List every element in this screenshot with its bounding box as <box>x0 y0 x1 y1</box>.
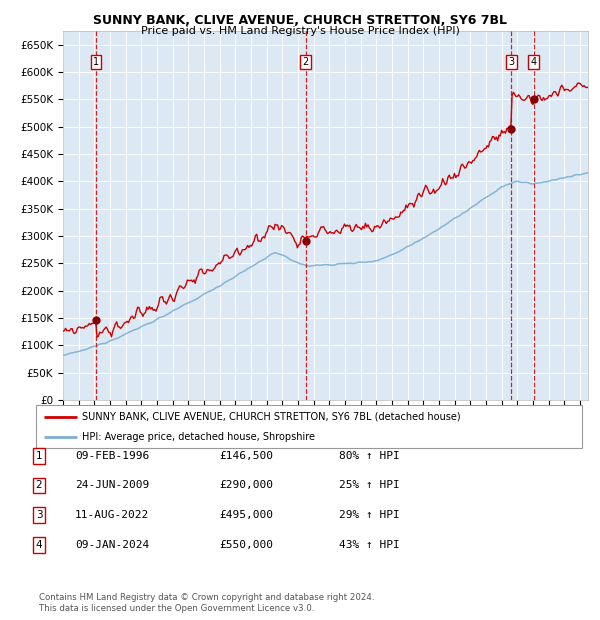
Text: 11-AUG-2022: 11-AUG-2022 <box>75 510 149 520</box>
Text: SUNNY BANK, CLIVE AVENUE, CHURCH STRETTON, SY6 7BL (detached house): SUNNY BANK, CLIVE AVENUE, CHURCH STRETTO… <box>82 412 461 422</box>
FancyBboxPatch shape <box>36 405 582 448</box>
Text: 1: 1 <box>93 58 99 68</box>
Text: £495,000: £495,000 <box>219 510 273 520</box>
Text: 4: 4 <box>530 58 536 68</box>
Text: 25% ↑ HPI: 25% ↑ HPI <box>339 480 400 490</box>
Text: Contains HM Land Registry data © Crown copyright and database right 2024.
This d: Contains HM Land Registry data © Crown c… <box>39 593 374 613</box>
Text: 4: 4 <box>35 540 43 550</box>
Text: 3: 3 <box>35 510 43 520</box>
Text: 24-JUN-2009: 24-JUN-2009 <box>75 480 149 490</box>
Text: 3: 3 <box>508 58 514 68</box>
Text: £290,000: £290,000 <box>219 480 273 490</box>
Text: 43% ↑ HPI: 43% ↑ HPI <box>339 540 400 550</box>
Text: 2: 2 <box>302 58 309 68</box>
Text: 1: 1 <box>35 451 43 461</box>
Text: Price paid vs. HM Land Registry's House Price Index (HPI): Price paid vs. HM Land Registry's House … <box>140 26 460 36</box>
Text: SUNNY BANK, CLIVE AVENUE, CHURCH STRETTON, SY6 7BL: SUNNY BANK, CLIVE AVENUE, CHURCH STRETTO… <box>93 14 507 27</box>
Text: 29% ↑ HPI: 29% ↑ HPI <box>339 510 400 520</box>
Text: 09-FEB-1996: 09-FEB-1996 <box>75 451 149 461</box>
Text: £146,500: £146,500 <box>219 451 273 461</box>
Text: 2: 2 <box>35 480 43 490</box>
Text: HPI: Average price, detached house, Shropshire: HPI: Average price, detached house, Shro… <box>82 432 316 442</box>
Text: 09-JAN-2024: 09-JAN-2024 <box>75 540 149 550</box>
Text: 80% ↑ HPI: 80% ↑ HPI <box>339 451 400 461</box>
Text: £550,000: £550,000 <box>219 540 273 550</box>
